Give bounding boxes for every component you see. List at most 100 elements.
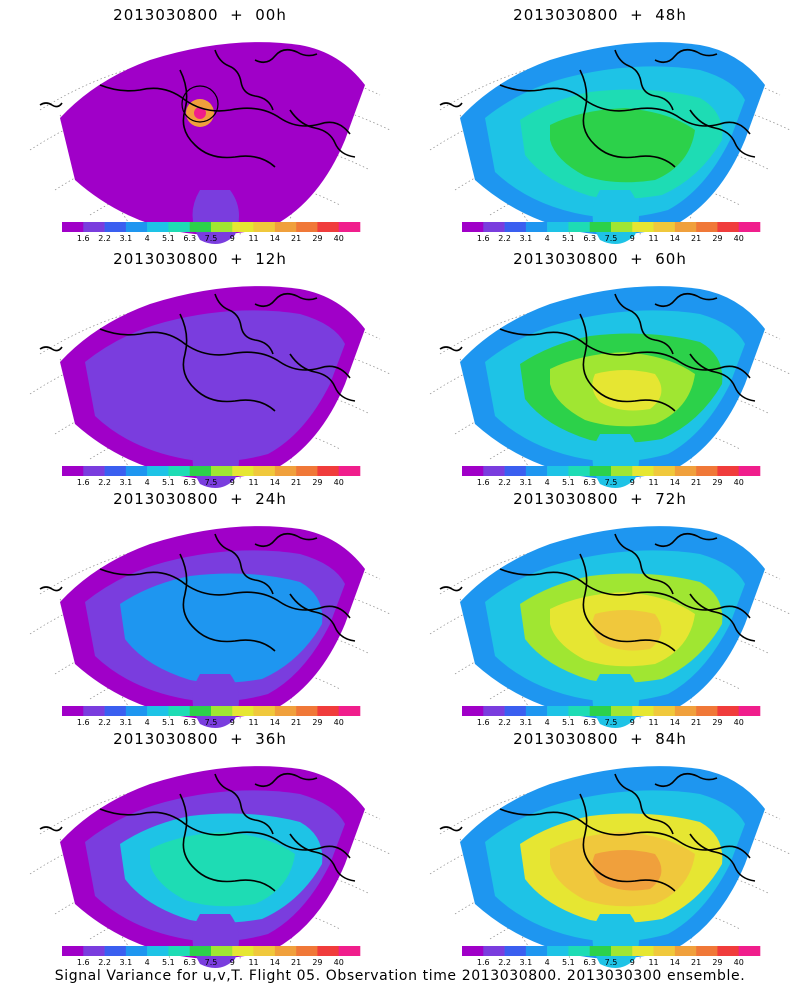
map-panel: 2013030800 + 36h 1.6 2.2 3.1 4 5.1 6.3 7.5 9 11 14… bbox=[0, 724, 400, 968]
colorbar-label: 21 bbox=[291, 718, 301, 727]
panel-title: 2013030800 + 48h bbox=[513, 6, 687, 24]
colorbar-swatch bbox=[738, 946, 761, 956]
colorbar-swatch bbox=[547, 466, 569, 476]
colorbar: 1.6 2.2 3.1 4 5.1 6.3 7.5 9 11 14 21 29 40 bbox=[462, 466, 761, 487]
coastlines bbox=[439, 532, 756, 652]
colorbar-label: 29 bbox=[712, 478, 722, 487]
colorbar-swatch bbox=[674, 946, 697, 956]
colorbar-swatch bbox=[738, 706, 761, 716]
colorbar-label: 4 bbox=[545, 958, 550, 967]
colorbar-swatch bbox=[547, 222, 569, 232]
coastlines bbox=[439, 772, 756, 892]
colorbar-label: 2.2 bbox=[98, 478, 111, 487]
colorbar-label: 29 bbox=[712, 718, 722, 727]
colorbar-swatch bbox=[83, 706, 105, 716]
coastlines bbox=[439, 48, 756, 168]
colorbar-swatch bbox=[547, 946, 569, 956]
colorbar-label: 11 bbox=[248, 958, 258, 967]
colorbar-swatch bbox=[611, 706, 633, 716]
colorbar-label: 21 bbox=[291, 234, 301, 243]
colorbar-label: 6.3 bbox=[583, 958, 596, 967]
colorbar: 1.6 2.2 3.1 4 5.1 6.3 7.5 9 11 14 21 29 40 bbox=[462, 222, 761, 243]
colorbar-swatch bbox=[189, 946, 212, 956]
colorbar-swatch bbox=[317, 466, 340, 476]
colorbar-label: 11 bbox=[648, 958, 658, 967]
colorbar-swatch bbox=[253, 706, 276, 716]
map-panel: 2013030800 + 84h 1.6 2.2 3.1 4 5.1 6.3 7.5 9 11 14… bbox=[400, 724, 800, 968]
colorbar-swatch bbox=[147, 946, 169, 956]
colorbar-label: 40 bbox=[734, 718, 744, 727]
colorbar: 1.6 2.2 3.1 4 5.1 6.3 7.5 9 11 14 21 29 40 bbox=[62, 466, 361, 487]
colorbar-swatch bbox=[232, 706, 254, 716]
colorbar-label: 29 bbox=[312, 478, 322, 487]
variance-map bbox=[429, 766, 791, 968]
colorbar-swatch bbox=[696, 946, 718, 956]
colorbar-swatch bbox=[232, 222, 254, 232]
colorbar-label: 11 bbox=[648, 718, 658, 727]
colorbar-swatch bbox=[62, 946, 84, 956]
colorbar-swatch bbox=[483, 706, 505, 716]
colorbar-label: 4 bbox=[145, 478, 150, 487]
colorbar-label: 2.2 bbox=[98, 958, 111, 967]
colorbar-swatch bbox=[525, 706, 548, 716]
colorbar-swatch bbox=[317, 706, 340, 716]
colorbar-label: 11 bbox=[248, 718, 258, 727]
colorbar-label: 3.1 bbox=[119, 234, 132, 243]
colorbar-swatch bbox=[211, 222, 233, 232]
colorbar-swatch bbox=[296, 946, 318, 956]
map-panel: 2013030800 + 72h 1.6 2.2 3.1 4 5.1 6.3 7.5 9 11 14… bbox=[400, 484, 800, 728]
colorbar-swatch bbox=[253, 946, 276, 956]
colorbar-swatch bbox=[462, 706, 484, 716]
colorbar-swatch bbox=[462, 222, 484, 232]
colorbar-swatch bbox=[717, 946, 740, 956]
colorbar-swatch bbox=[674, 222, 697, 232]
colorbar-label: 14 bbox=[270, 234, 280, 243]
colorbar-label: 9 bbox=[630, 234, 635, 243]
colorbar-label: 4 bbox=[145, 718, 150, 727]
colorbar-label: 9 bbox=[630, 718, 635, 727]
colorbar-swatch bbox=[83, 222, 105, 232]
colorbar-label: 4 bbox=[145, 958, 150, 967]
panel-title: 2013030800 + 00h bbox=[113, 6, 287, 24]
colorbar-label: 6.3 bbox=[583, 478, 596, 487]
colorbar-swatch bbox=[104, 706, 127, 716]
colorbar-swatch bbox=[462, 946, 484, 956]
colorbar-label: 21 bbox=[691, 718, 701, 727]
colorbar-swatch bbox=[274, 222, 297, 232]
colorbar-label: 1.6 bbox=[477, 718, 490, 727]
colorbar-label: 1.6 bbox=[477, 234, 490, 243]
colorbar-swatch bbox=[696, 706, 718, 716]
variance-map bbox=[29, 286, 391, 488]
colorbar-swatch bbox=[547, 706, 569, 716]
colorbar-swatch bbox=[653, 946, 676, 956]
colorbar-label: 14 bbox=[670, 234, 680, 243]
panel-title: 2013030800 + 36h bbox=[113, 730, 287, 748]
colorbar-swatch bbox=[696, 466, 718, 476]
colorbar-swatch bbox=[83, 946, 105, 956]
colorbar-label: 2.2 bbox=[98, 718, 111, 727]
colorbar-label: 7.5 bbox=[605, 478, 618, 487]
colorbar-swatch bbox=[611, 222, 633, 232]
colorbar-label: 6.3 bbox=[183, 478, 196, 487]
colorbar-label: 7.5 bbox=[605, 234, 618, 243]
colorbar: 1.6 2.2 3.1 4 5.1 6.3 7.5 9 11 14 21 29 40 bbox=[62, 222, 361, 243]
colorbar-label: 40 bbox=[734, 234, 744, 243]
coastlines bbox=[39, 48, 356, 168]
colorbar: 1.6 2.2 3.1 4 5.1 6.3 7.5 9 11 14 21 29 40 bbox=[462, 706, 761, 727]
colorbar-label: 40 bbox=[334, 234, 344, 243]
colorbar-label: 1.6 bbox=[77, 958, 90, 967]
colorbar-label: 5.1 bbox=[162, 478, 175, 487]
colorbar-label: 7.5 bbox=[605, 718, 618, 727]
colorbar-label: 6.3 bbox=[183, 958, 196, 967]
colorbar-swatch bbox=[125, 946, 148, 956]
colorbar-label: 7.5 bbox=[205, 234, 218, 243]
colorbar-swatch bbox=[189, 466, 212, 476]
colorbar-swatch bbox=[738, 466, 761, 476]
colorbar-label: 2.2 bbox=[498, 958, 511, 967]
colorbar-label: 21 bbox=[291, 958, 301, 967]
variance-map bbox=[29, 766, 391, 968]
colorbar-label: 2.2 bbox=[498, 478, 511, 487]
colorbar-swatch bbox=[189, 222, 212, 232]
colorbar-label: 21 bbox=[691, 478, 701, 487]
colorbar-label: 1.6 bbox=[77, 234, 90, 243]
